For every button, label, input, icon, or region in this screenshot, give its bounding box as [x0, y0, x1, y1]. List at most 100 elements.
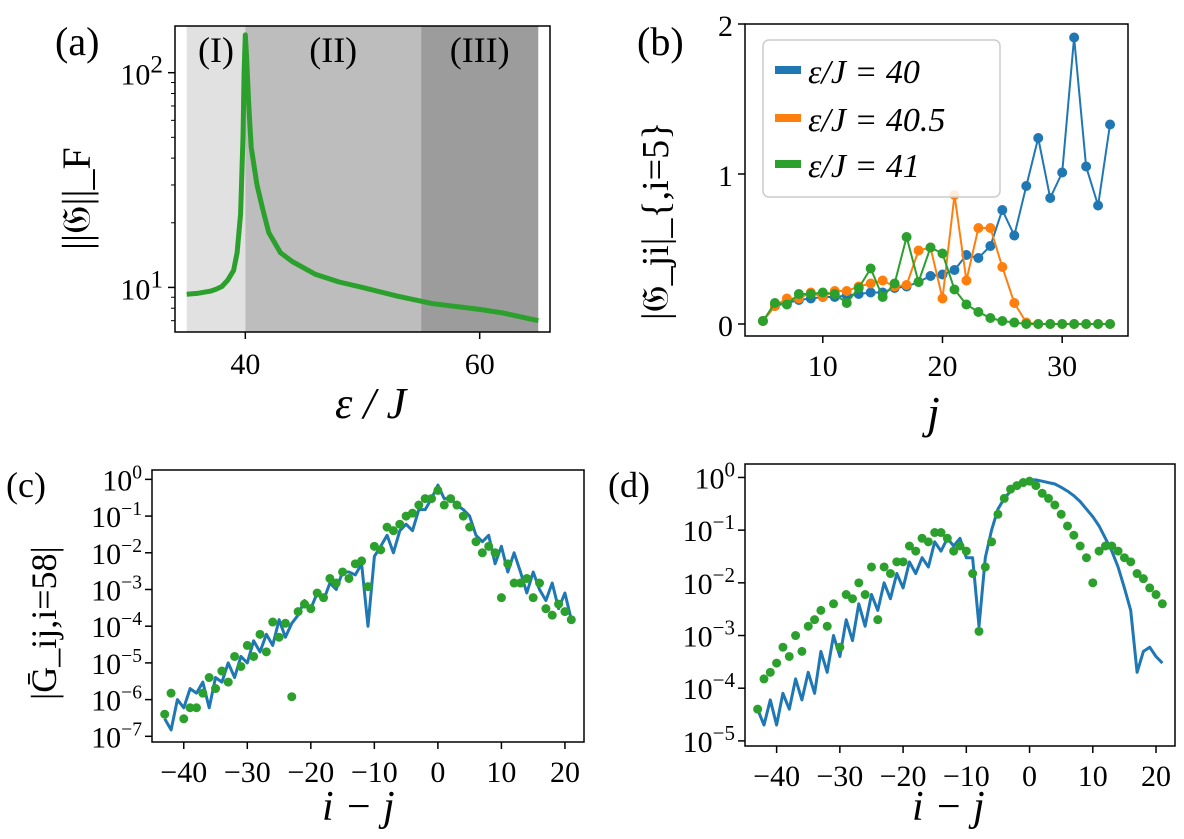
c-series-point — [293, 607, 303, 617]
b-series-0-point — [997, 205, 1008, 215]
b-series-0-point — [1033, 133, 1044, 143]
d-ytick-label: 10−4 — [683, 668, 736, 706]
b-series-2-point — [793, 289, 804, 299]
a-region-label-1: (I) — [198, 30, 234, 70]
b-legend-label-2: ε/J = 41 — [808, 148, 920, 185]
d-ytick-label: 10−5 — [683, 721, 735, 759]
d-series-point — [759, 674, 769, 684]
b-series-2-point — [1009, 317, 1020, 328]
b-series-2-point — [1057, 319, 1068, 329]
d-series-point — [955, 541, 965, 551]
c-series-point — [166, 688, 176, 698]
c-series-point — [566, 615, 576, 625]
d-frame — [744, 463, 1176, 747]
d-series-point — [885, 569, 895, 579]
d-series-point — [930, 528, 940, 538]
d-series-point — [765, 667, 775, 677]
b-series-1-point — [1009, 298, 1020, 308]
c-series-point — [312, 588, 322, 598]
c-series-point — [249, 651, 259, 661]
b-legend-label-1: ε/J = 40.5 — [808, 102, 945, 139]
c-ytick-label: 10−6 — [91, 683, 142, 718]
d-series-point — [822, 621, 832, 631]
d-xtick-label: 10 — [1078, 760, 1108, 793]
b-series-1-point — [961, 275, 972, 286]
c-frame — [151, 469, 585, 743]
c-series-point — [344, 573, 354, 583]
d-series-point — [753, 704, 763, 714]
a-x-ticks: 40 60 — [230, 332, 495, 381]
c-xtick-label: −30 — [224, 756, 271, 789]
c-series-point — [414, 500, 424, 510]
c-series-point — [306, 604, 316, 614]
b-series-0-point — [973, 253, 984, 263]
d-series-point — [816, 605, 826, 615]
c-series-point — [223, 677, 233, 687]
b-series-1-point — [997, 262, 1008, 272]
c-series-point — [395, 519, 405, 529]
d-series-point — [810, 615, 820, 625]
b-series-2-point — [889, 278, 900, 289]
c-series-point — [535, 578, 545, 588]
b-series-2-point — [841, 298, 852, 308]
c-series-point — [433, 485, 443, 495]
b-series-2-point — [961, 299, 972, 310]
d-series-point — [778, 642, 788, 652]
c-series-point — [191, 703, 201, 713]
b-series-1-point — [913, 245, 924, 256]
d-series-point — [974, 626, 984, 636]
d-series-line — [756, 478, 1164, 727]
d-series-point — [911, 546, 921, 556]
d-series-point — [1031, 481, 1041, 491]
b-series-0-point — [1093, 200, 1104, 211]
d-series-point — [1056, 509, 1066, 519]
d-series-point — [987, 537, 997, 547]
b-series-1-point — [985, 223, 996, 233]
c-series-point — [255, 629, 265, 639]
a-region-2 — [245, 26, 422, 332]
d-series-point — [803, 621, 813, 631]
a-ylabel: ||𝔊||_F — [54, 147, 99, 250]
d-series-point — [879, 562, 889, 572]
c-series-point — [198, 688, 208, 698]
c-series-point — [427, 494, 437, 504]
c-series-point — [211, 684, 221, 694]
c-series-point — [541, 604, 551, 614]
b-series-2-point — [985, 313, 996, 323]
a-series — [186, 32, 539, 324]
b-series-0-point — [1081, 161, 1092, 172]
d-series-point — [784, 651, 794, 661]
d-series-point — [772, 658, 782, 668]
c-series-point — [465, 522, 475, 532]
d-series-point — [1119, 553, 1129, 563]
b-series-2-point — [949, 284, 960, 295]
b-series-line-2 — [762, 233, 1110, 325]
b-series-1-point — [901, 280, 912, 290]
c-ytick-label: 10−3 — [91, 572, 142, 607]
a-frame — [174, 25, 551, 333]
d-xtick-label: −10 — [943, 760, 990, 793]
d-series-point — [1138, 574, 1148, 584]
c-series-point — [503, 559, 513, 569]
c-series-point — [420, 494, 430, 504]
d-series-point — [923, 537, 933, 547]
c-ylabel: |Ḡ_ij,i=58| — [24, 546, 64, 700]
c-series-point — [547, 610, 557, 620]
d-series-point — [1050, 500, 1060, 510]
d-series-point — [1126, 557, 1136, 567]
b-series-2-point — [853, 283, 864, 293]
b-series-1-point — [973, 223, 984, 233]
panel-label-b: (b) — [637, 19, 684, 64]
d-series-point — [873, 615, 883, 625]
c-series-point — [287, 692, 297, 702]
d-series-point — [936, 528, 946, 538]
c-series-point — [357, 556, 367, 566]
c-xtick-label: 20 — [550, 756, 580, 789]
b-series-0-point — [985, 241, 996, 251]
d-series-point — [1132, 569, 1142, 579]
d-series-point — [1069, 530, 1079, 540]
c-series-point — [515, 578, 525, 588]
d-series-point — [841, 590, 851, 600]
